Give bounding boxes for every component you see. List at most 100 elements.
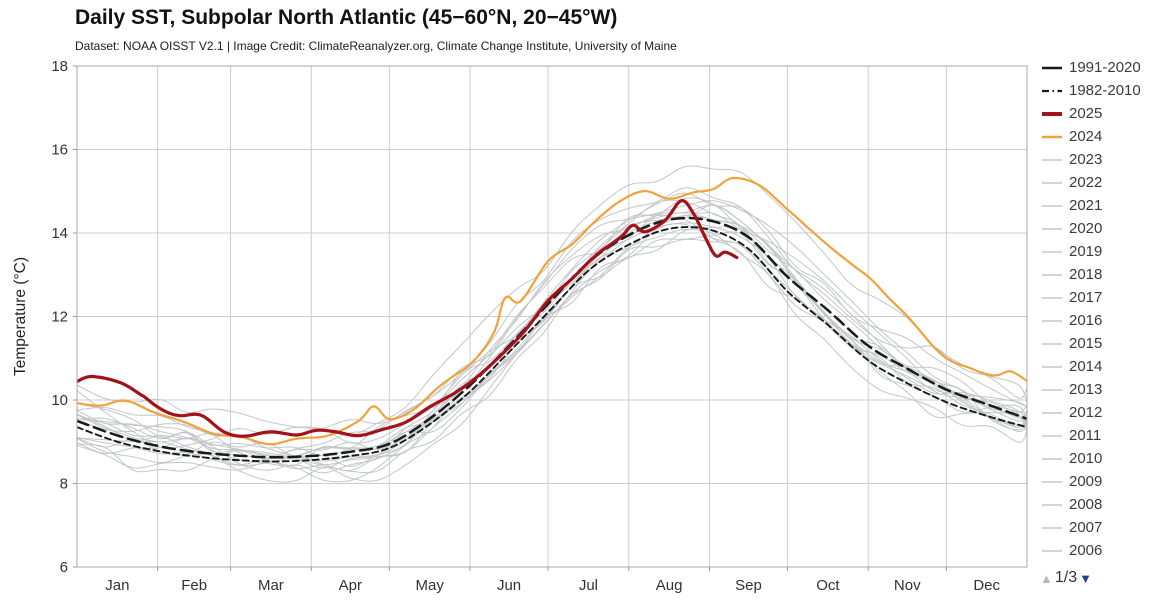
x-tick-label: Nov — [894, 577, 921, 594]
y-tick-label: 6 — [60, 559, 68, 576]
legend-entry-1982-2010[interactable]: 1982-2010 — [1041, 79, 1149, 102]
gray-year-line-2019 — [77, 204, 1027, 462]
legend: 1991-2020 1982-2010 2025 2024 2023 2022 2021 20… — [1041, 56, 1149, 562]
legend-line-swatch — [1042, 181, 1062, 184]
legend-label: 2025 — [1069, 105, 1103, 122]
legend-entry-2008[interactable]: 2008 — [1041, 493, 1149, 516]
legend-label: 2013 — [1069, 381, 1103, 398]
gray-year-line-2017 — [77, 199, 1027, 466]
legend-line-swatch — [1042, 319, 1062, 322]
legend-line-swatch — [1042, 111, 1062, 116]
legend-label: 2007 — [1069, 519, 1103, 536]
legend-line-swatch — [1042, 158, 1062, 161]
y-axis-title: Temperature (°C) — [12, 257, 29, 376]
legend-entry-2018[interactable]: 2018 — [1041, 263, 1149, 286]
x-tick-label: Oct — [816, 577, 840, 594]
legend-entry-2015[interactable]: 2015 — [1041, 332, 1149, 355]
y-tick-label: 8 — [60, 476, 68, 493]
legend-entry-2012[interactable]: 2012 — [1041, 401, 1149, 424]
legend-label: 2017 — [1069, 289, 1103, 306]
legend-label: 2019 — [1069, 243, 1103, 260]
legend-label: 2008 — [1069, 496, 1103, 513]
legend-line-swatch — [1042, 250, 1062, 253]
series-line-2024 — [77, 176, 1027, 446]
gray-year-line-2014 — [77, 197, 1027, 457]
legend-line-swatch — [1042, 365, 1062, 368]
legend-label: 2016 — [1069, 312, 1103, 329]
legend-label: 2015 — [1069, 335, 1103, 352]
x-tick-label: Apr — [339, 577, 362, 594]
legend-label: 2024 — [1069, 128, 1103, 145]
legend-entry-2019[interactable]: 2019 — [1041, 240, 1149, 263]
legend-entry-2016[interactable]: 2016 — [1041, 309, 1149, 332]
x-tick-label: Dec — [973, 577, 1000, 594]
legend-line-swatch — [1042, 526, 1062, 529]
gray-year-line-2023 — [77, 165, 1027, 436]
chart-subtitle: Dataset: NOAA OISST V2.1 | Image Credit:… — [75, 39, 677, 53]
legend-entry-1991-2020[interactable]: 1991-2020 — [1041, 56, 1149, 79]
legend-entry-2010[interactable]: 2010 — [1041, 447, 1149, 470]
legend-label: 2012 — [1069, 404, 1103, 421]
legend-label: 2022 — [1069, 174, 1103, 191]
legend-entry-2024[interactable]: 2024 — [1041, 125, 1149, 148]
legend-line-swatch — [1042, 457, 1062, 460]
legend-label: 2021 — [1069, 197, 1103, 214]
legend-line-swatch — [1042, 480, 1062, 483]
legend-entry-2014[interactable]: 2014 — [1041, 355, 1149, 378]
plot-series-group — [77, 165, 1027, 483]
legend-label: 2020 — [1069, 220, 1103, 237]
legend-entry-2017[interactable]: 2017 — [1041, 286, 1149, 309]
legend-entry-2013[interactable]: 2013 — [1041, 378, 1149, 401]
legend-label: 2018 — [1069, 266, 1103, 283]
legend-entry-2007[interactable]: 2007 — [1041, 516, 1149, 539]
legend-entry-2006[interactable]: 2006 — [1041, 539, 1149, 562]
legend-entry-2009[interactable]: 2009 — [1041, 470, 1149, 493]
gray-year-line-2006 — [77, 214, 1027, 467]
x-tick-label: Feb — [181, 577, 207, 594]
legend-line-swatch — [1042, 89, 1062, 92]
gray-year-line-2020 — [77, 192, 1027, 450]
pager-down-icon[interactable]: ▼ — [1079, 570, 1092, 586]
legend-entry-2022[interactable]: 2022 — [1041, 171, 1149, 194]
legend-entry-2023[interactable]: 2023 — [1041, 148, 1149, 171]
y-tick-label: 14 — [51, 225, 68, 242]
legend-label: 1991-2020 — [1069, 59, 1141, 76]
x-tick-label: Jan — [105, 577, 129, 594]
legend-label: 2014 — [1069, 358, 1103, 375]
legend-line-swatch — [1042, 434, 1062, 437]
y-tick-label: 10 — [51, 392, 68, 409]
legend-entry-2011[interactable]: 2011 — [1041, 424, 1149, 447]
x-tick-label: Sep — [735, 577, 762, 594]
gray-year-line-2008 — [77, 223, 1027, 483]
legend-entry-2025[interactable]: 2025 — [1041, 102, 1149, 125]
chart-title: Daily SST, Subpolar North Atlantic (45−6… — [75, 6, 618, 29]
pager-up-icon[interactable]: ▲ — [1040, 570, 1053, 586]
legend-label: 2010 — [1069, 450, 1103, 467]
legend-line-swatch — [1042, 273, 1062, 276]
legend-label: 1982-2010 — [1069, 82, 1141, 99]
series-line-2025 — [77, 199, 739, 438]
legend-entry-2020[interactable]: 2020 — [1041, 217, 1149, 240]
plot-border — [76, 65, 1028, 568]
y-tick-label: 16 — [51, 142, 68, 159]
gray-year-line-2021 — [77, 212, 1027, 458]
gray-year-line-2011 — [77, 222, 1027, 471]
x-tick-label: Jul — [579, 577, 598, 594]
legend-pager: ▲ 1/3 ▼ — [1040, 569, 1092, 587]
legend-label: 2023 — [1069, 151, 1103, 168]
legend-line-swatch — [1042, 503, 1062, 506]
y-tick-label: 18 — [51, 58, 68, 75]
legend-line-swatch — [1042, 204, 1062, 207]
x-tick-label: May — [415, 577, 444, 594]
legend-label: 2009 — [1069, 473, 1103, 490]
legend-line-swatch — [1042, 296, 1062, 299]
legend-entry-2021[interactable]: 2021 — [1041, 194, 1149, 217]
series-line-1982-2010 — [77, 226, 1027, 463]
legend-label: 2011 — [1069, 427, 1102, 444]
gray-year-line-2018 — [77, 204, 1027, 466]
legend-line-swatch — [1042, 549, 1062, 552]
x-tick-label: Mar — [258, 577, 284, 594]
legend-line-swatch — [1042, 66, 1062, 69]
legend-line-swatch — [1042, 227, 1062, 230]
